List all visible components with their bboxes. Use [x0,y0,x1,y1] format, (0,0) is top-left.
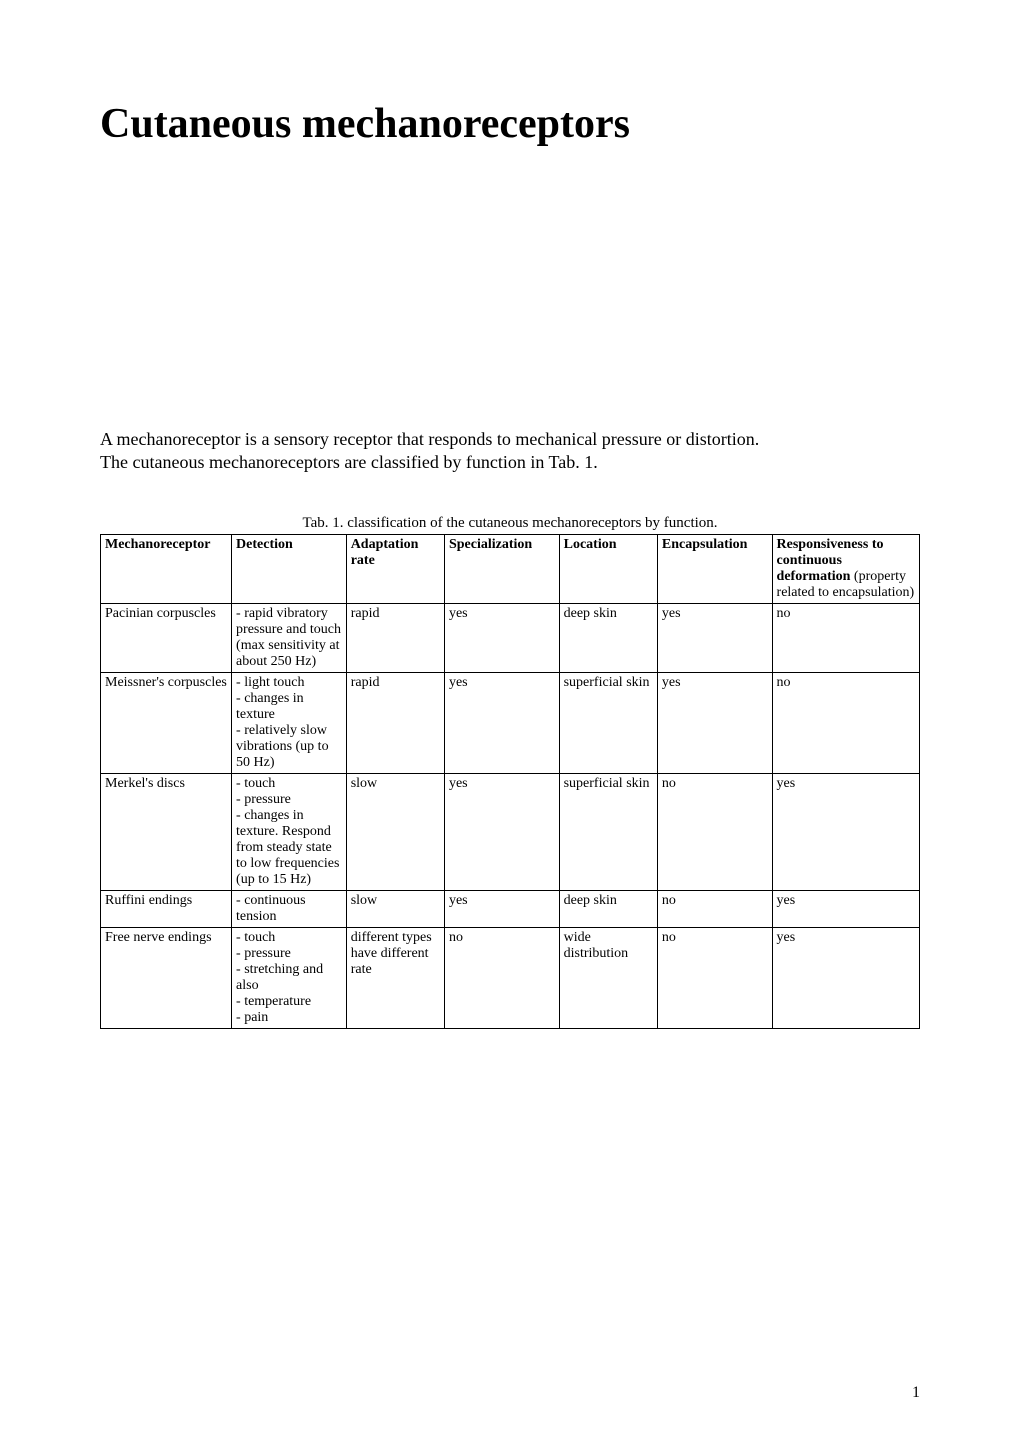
cell-detection: - touch- pressure- stretching and also- … [232,927,347,1028]
cell-adaptation: rapid [346,603,444,672]
cell-adaptation: slow [346,890,444,927]
cell-detection: - touch- pressure- changes in texture. R… [232,773,347,890]
cell-location: wide distribution [559,927,657,1028]
cell-specialization: yes [444,890,559,927]
cell-specialization: yes [444,603,559,672]
table-header-row: Mechanoreceptor Detection Adaptation rat… [101,534,920,603]
cell-specialization: yes [444,672,559,773]
intro-line-1: A mechanoreceptor is a sensory receptor … [100,429,759,449]
cell-mechanoreceptor: Ruffini endings [101,890,232,927]
cell-encapsulation: no [657,890,772,927]
header-adaptation: Adaptation rate [346,534,444,603]
cell-responsiveness: yes [772,773,919,890]
cell-mechanoreceptor: Meissner's corpuscles [101,672,232,773]
cell-responsiveness: no [772,672,919,773]
cell-detection: - light touch- changes in texture- relat… [232,672,347,773]
table-row: Free nerve endings - touch- pressure- st… [101,927,920,1028]
cell-location: superficial skin [559,672,657,773]
cell-adaptation: different types have different rate [346,927,444,1028]
cell-encapsulation: yes [657,672,772,773]
table-caption: Tab. 1. classification of the cutaneous … [100,515,920,532]
cell-location: deep skin [559,890,657,927]
cell-encapsulation: yes [657,603,772,672]
cell-specialization: yes [444,773,559,890]
page-number: 1 [912,1384,920,1402]
table-row: Pacinian corpuscles - rapid vibratory pr… [101,603,920,672]
header-detection: Detection [232,534,347,603]
header-encapsulation: Encapsulation [657,534,772,603]
table-body: Pacinian corpuscles - rapid vibratory pr… [101,603,920,1028]
cell-location: deep skin [559,603,657,672]
cell-mechanoreceptor: Merkel's discs [101,773,232,890]
cell-responsiveness: yes [772,890,919,927]
table-row: Meissner's corpuscles - light touch- cha… [101,672,920,773]
header-responsiveness: Responsiveness to continuous deformation… [772,534,919,603]
cell-adaptation: slow [346,773,444,890]
header-location: Location [559,534,657,603]
cell-adaptation: rapid [346,672,444,773]
cell-location: superficial skin [559,773,657,890]
cell-detection: - rapid vibratory pressure and touch (ma… [232,603,347,672]
header-mechanoreceptor: Mechanoreceptor [101,534,232,603]
table-row: Merkel's discs - touch- pressure- change… [101,773,920,890]
cell-detection: - continuous tension [232,890,347,927]
page-title: Cutaneous mechanoreceptors [100,100,920,148]
cell-specialization: no [444,927,559,1028]
intro-paragraph: A mechanoreceptor is a sensory receptor … [100,428,920,475]
cell-mechanoreceptor: Free nerve endings [101,927,232,1028]
mechanoreceptors-table: Mechanoreceptor Detection Adaptation rat… [100,534,920,1029]
cell-mechanoreceptor: Pacinian corpuscles [101,603,232,672]
intro-line-2: The cutaneous mechanoreceptors are class… [100,452,598,472]
cell-responsiveness: yes [772,927,919,1028]
cell-responsiveness: no [772,603,919,672]
cell-encapsulation: no [657,927,772,1028]
cell-encapsulation: no [657,773,772,890]
header-specialization: Specialization [444,534,559,603]
table-row: Ruffini endings - continuous tension slo… [101,890,920,927]
